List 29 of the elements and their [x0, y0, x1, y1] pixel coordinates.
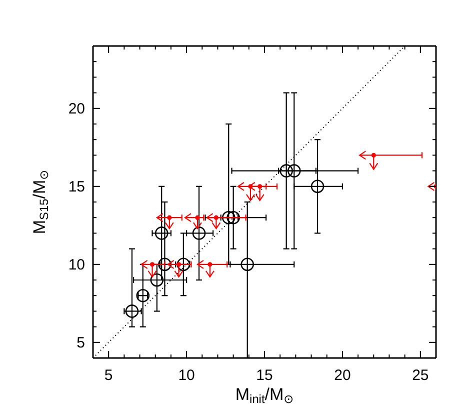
- x-axis-title: M$_{init}$/M$_{⊙}$: [235, 385, 294, 406]
- point: [371, 152, 376, 158]
- point: [214, 215, 218, 220]
- point: [226, 210, 240, 224]
- point: [280, 164, 293, 178]
- x-tick-label: 15: [256, 367, 273, 384]
- x-tick-label: 20: [334, 367, 351, 384]
- x-tick-label: 10: [178, 367, 195, 384]
- point: [150, 273, 164, 287]
- point: [167, 215, 172, 220]
- x-tick-label: 25: [412, 367, 429, 384]
- y-tick-label: 10: [68, 256, 85, 274]
- point: [176, 258, 190, 272]
- y-tick-label: 15: [68, 178, 85, 196]
- point: [258, 184, 262, 189]
- point: [222, 210, 236, 224]
- point: [208, 262, 212, 267]
- y-tick-label: 20: [68, 100, 85, 118]
- point: [192, 226, 206, 240]
- point: [287, 164, 301, 178]
- point: [195, 215, 200, 220]
- point: [310, 180, 324, 194]
- point: [154, 226, 168, 240]
- x-tick-label: 5: [104, 367, 113, 384]
- y-tick-label: 5: [76, 334, 85, 352]
- point: [150, 262, 155, 267]
- point: [136, 288, 150, 302]
- point: [240, 258, 254, 272]
- point: [125, 304, 139, 318]
